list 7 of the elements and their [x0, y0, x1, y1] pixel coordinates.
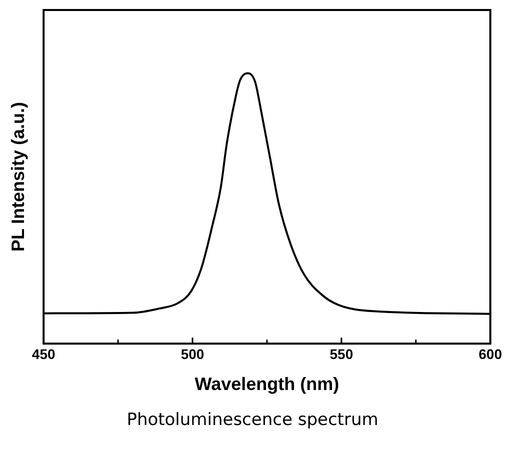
x-tick-label: 500 [180, 346, 204, 362]
y-axis-title: PL Intensity (a.u.) [8, 102, 28, 252]
text: Photoluminescence spectrum [126, 410, 380, 430]
x-tick-label: 450 [32, 346, 56, 362]
x-axis-title: Wavelength (nm) [194, 374, 340, 394]
x-tick-label: 600 [478, 346, 502, 362]
x-tick-label: 550 [330, 346, 354, 362]
